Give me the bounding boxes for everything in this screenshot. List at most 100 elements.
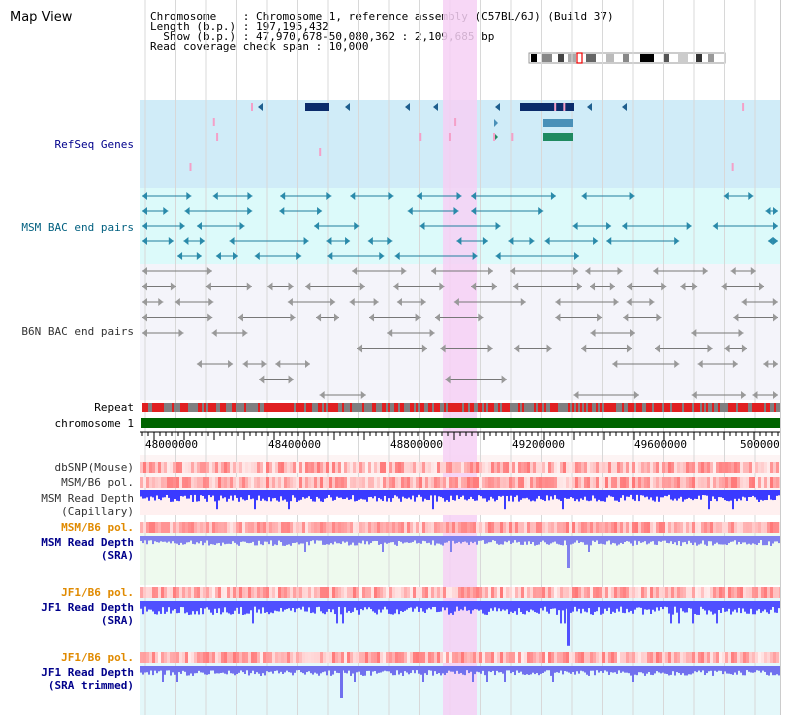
heat-cell	[242, 587, 245, 598]
heat-cell	[365, 652, 368, 663]
depth-bar	[162, 490, 164, 498]
depth-bar	[722, 601, 724, 608]
depth-bar	[654, 601, 656, 612]
heat-cell	[380, 522, 383, 533]
bac-end	[606, 237, 612, 245]
heat-cell	[737, 522, 740, 533]
heat-cell	[203, 477, 206, 488]
depth-bar	[144, 666, 146, 673]
heat-cell	[776, 587, 779, 598]
heat-cell	[452, 462, 455, 473]
heat-cell	[779, 652, 780, 663]
heat-cell	[494, 477, 497, 488]
depth-bar	[546, 601, 548, 612]
depth-bar	[762, 666, 764, 671]
heat-cell	[677, 477, 680, 488]
depth-bar	[620, 666, 622, 673]
depth-bar	[436, 666, 438, 675]
depth-bar	[384, 536, 386, 543]
repeat-block	[216, 403, 218, 412]
genome-tracks-canvas[interactable]	[0, 0, 780, 715]
bac-end	[606, 222, 612, 230]
heat-cell	[686, 477, 689, 488]
repeat-block	[472, 403, 474, 412]
depth-bar	[602, 490, 604, 502]
repeat-block	[554, 403, 556, 412]
depth-bar	[548, 536, 550, 545]
depth-bar	[234, 490, 236, 496]
depth-bar	[220, 666, 222, 673]
depth-bar	[426, 536, 428, 544]
depth-bar	[494, 536, 496, 541]
depth-bar	[386, 536, 388, 544]
heat-cell	[314, 587, 317, 598]
depth-bar	[218, 666, 220, 674]
heat-cell	[215, 587, 218, 598]
heat-cell	[404, 462, 407, 473]
heat-cell	[416, 462, 419, 473]
depth-bar	[312, 601, 314, 613]
depth-bar	[596, 666, 598, 671]
heat-cell	[206, 587, 209, 598]
heat-cell	[353, 522, 356, 533]
repeat-block	[440, 403, 442, 412]
depth-bar	[332, 666, 334, 675]
heat-cell	[494, 652, 497, 663]
depth-bar	[234, 666, 236, 676]
heat-cell	[701, 462, 704, 473]
repeat-block	[294, 403, 296, 412]
heat-cell	[302, 587, 305, 598]
heat-cell	[743, 462, 746, 473]
depth-bar	[420, 601, 422, 609]
depth-bar	[176, 666, 178, 682]
depth-bar	[604, 601, 606, 609]
heat-cell	[731, 477, 734, 488]
bac-end	[732, 360, 738, 368]
bac-end	[242, 329, 248, 337]
depth-bar	[408, 490, 410, 498]
depth-bar	[714, 601, 716, 614]
heat-cell	[221, 652, 224, 663]
heat-cell	[416, 477, 419, 488]
bac-end	[142, 298, 147, 306]
heat-cell	[179, 462, 182, 473]
heat-cell	[662, 462, 665, 473]
depth-bar	[556, 490, 558, 499]
heat-cell	[707, 522, 710, 533]
depth-bar	[558, 666, 560, 673]
heat-cell	[356, 477, 359, 488]
bac-end	[316, 313, 322, 322]
heat-cell	[488, 477, 491, 488]
repeat-block	[538, 403, 540, 412]
heat-cell	[329, 587, 332, 598]
repeat-block	[586, 403, 588, 412]
heat-cell	[734, 587, 737, 598]
heat-cell	[377, 477, 380, 488]
bac-end	[247, 207, 253, 215]
depth-bar	[288, 536, 290, 545]
heat-cell	[476, 477, 479, 488]
depth-bar	[632, 490, 634, 500]
heat-cell	[533, 652, 536, 663]
bac-end	[741, 391, 747, 399]
bac-end	[421, 344, 427, 353]
depth-bar	[612, 536, 614, 543]
depth-bar	[296, 490, 298, 502]
depth-bar	[538, 666, 540, 676]
heat-cell	[653, 462, 656, 473]
bac-end	[352, 267, 358, 275]
track-label-jf1-b6-pol: JF1/B6 pol.	[61, 586, 134, 599]
heat-cell	[599, 522, 602, 533]
depth-bar	[516, 490, 518, 496]
depth-bar	[528, 666, 530, 675]
depth-bar	[694, 490, 696, 499]
bac-end	[538, 207, 544, 215]
repeat-block	[494, 403, 496, 412]
heat-cell	[422, 652, 425, 663]
depth-bar	[372, 536, 374, 542]
depth-bar	[598, 666, 600, 673]
bac-end	[773, 237, 778, 245]
depth-bar	[240, 601, 242, 608]
heat-cell	[638, 652, 641, 663]
depth-bar	[364, 666, 366, 676]
